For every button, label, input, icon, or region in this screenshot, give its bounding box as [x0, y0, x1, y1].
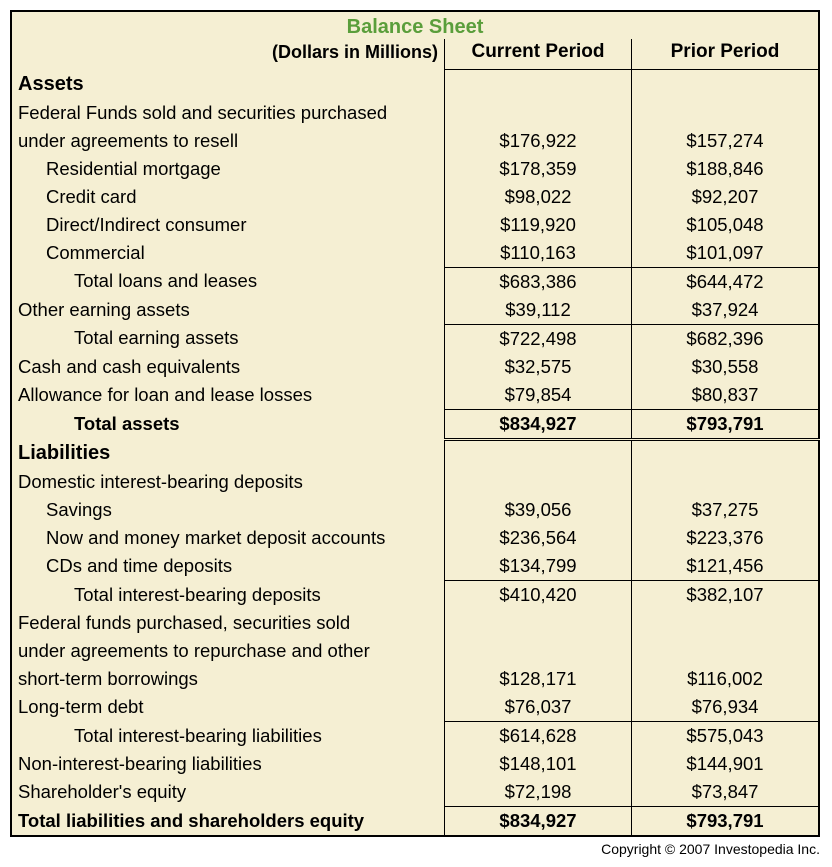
liabilities-section-header: Liabilities	[11, 439, 445, 468]
cell-value: $37,924	[632, 296, 820, 325]
cell-value: $105,048	[632, 211, 820, 239]
cell-value: $382,107	[632, 581, 820, 610]
row-label: Federal Funds sold and securities purcha…	[11, 99, 445, 127]
cell-empty	[445, 439, 632, 468]
row-label: Now and money market deposit accounts	[11, 524, 445, 552]
row-label: Total earning assets	[11, 324, 445, 353]
title: Balance Sheet	[11, 11, 819, 39]
cell-empty	[445, 99, 632, 127]
cell-value: $92,207	[632, 183, 820, 211]
column-header-current: Current Period	[445, 39, 632, 70]
row-label: Total loans and leases	[11, 267, 445, 296]
row-label: short-term borrowings	[11, 665, 445, 693]
row-label: Credit card	[11, 183, 445, 211]
cell-value: $32,575	[445, 353, 632, 381]
column-header-prior: Prior Period	[632, 39, 820, 70]
cell-value: $119,920	[445, 211, 632, 239]
row-label: Savings	[11, 496, 445, 524]
cell-value: $144,901	[632, 750, 820, 778]
cell-value: $76,934	[632, 693, 820, 722]
row-label: Direct/Indirect consumer	[11, 211, 445, 239]
row-label: under agreements to repurchase and other	[11, 637, 445, 665]
cell-empty	[632, 70, 820, 99]
cell-value: $134,799	[445, 552, 632, 581]
cell-empty	[445, 468, 632, 496]
copyright-notice: Copyright © 2007 Investopedia Inc.	[10, 837, 820, 857]
cell-value: $76,037	[445, 693, 632, 722]
cell-value: $148,101	[445, 750, 632, 778]
cell-value: $116,002	[632, 665, 820, 693]
cell-value: $39,056	[445, 496, 632, 524]
cell-value: $682,396	[632, 324, 820, 353]
row-label: Other earning assets	[11, 296, 445, 325]
row-label: CDs and time deposits	[11, 552, 445, 581]
row-label: Total interest-bearing deposits	[11, 581, 445, 610]
cell-empty	[445, 70, 632, 99]
cell-value: $223,376	[632, 524, 820, 552]
assets-section-header: Assets	[11, 70, 445, 99]
cell-value: $72,198	[445, 778, 632, 807]
row-label: Shareholder's equity	[11, 778, 445, 807]
row-label: Cash and cash equivalents	[11, 353, 445, 381]
row-label: Allowance for loan and lease losses	[11, 381, 445, 410]
total-assets-current: $834,927	[445, 409, 632, 439]
row-label: Residential mortgage	[11, 155, 445, 183]
cell-value: $80,837	[632, 381, 820, 410]
cell-value: $683,386	[445, 267, 632, 296]
total-liabilities-equity-prior: $793,791	[632, 807, 820, 837]
cell-value: $79,854	[445, 381, 632, 410]
cell-value: $176,922	[445, 127, 632, 155]
cell-value: $30,558	[632, 353, 820, 381]
subtitle: (Dollars in Millions)	[11, 39, 445, 70]
row-label: Total interest-bearing liabilities	[11, 722, 445, 751]
row-label: Commercial	[11, 239, 445, 268]
cell-value: $128,171	[445, 665, 632, 693]
cell-value: $575,043	[632, 722, 820, 751]
row-label: Non-interest-bearing liabilities	[11, 750, 445, 778]
cell-value: $98,022	[445, 183, 632, 211]
cell-value: $178,359	[445, 155, 632, 183]
cell-empty	[632, 439, 820, 468]
cell-value: $236,564	[445, 524, 632, 552]
cell-value: $37,275	[632, 496, 820, 524]
cell-value: $157,274	[632, 127, 820, 155]
total-liabilities-equity-label: Total liabilities and shareholders equit…	[11, 807, 445, 837]
cell-empty	[632, 99, 820, 127]
cell-value: $614,628	[445, 722, 632, 751]
total-assets-label: Total assets	[11, 409, 445, 439]
total-assets-prior: $793,791	[632, 409, 820, 439]
cell-empty	[632, 637, 820, 665]
balance-sheet-table: Balance Sheet (Dollars in Millions) Curr…	[10, 10, 820, 837]
cell-value: $410,420	[445, 581, 632, 610]
row-label: Domestic interest-bearing deposits	[11, 468, 445, 496]
cell-empty	[445, 637, 632, 665]
cell-empty	[632, 609, 820, 637]
cell-value: $121,456	[632, 552, 820, 581]
cell-empty	[632, 468, 820, 496]
row-label: under agreements to resell	[11, 127, 445, 155]
row-label: Long-term debt	[11, 693, 445, 722]
cell-value: $73,847	[632, 778, 820, 807]
cell-value: $39,112	[445, 296, 632, 325]
cell-value: $110,163	[445, 239, 632, 268]
cell-value: $101,097	[632, 239, 820, 268]
cell-empty	[445, 609, 632, 637]
total-liabilities-equity-current: $834,927	[445, 807, 632, 837]
cell-value: $722,498	[445, 324, 632, 353]
cell-value: $644,472	[632, 267, 820, 296]
row-label: Federal funds purchased, securities sold	[11, 609, 445, 637]
cell-value: $188,846	[632, 155, 820, 183]
